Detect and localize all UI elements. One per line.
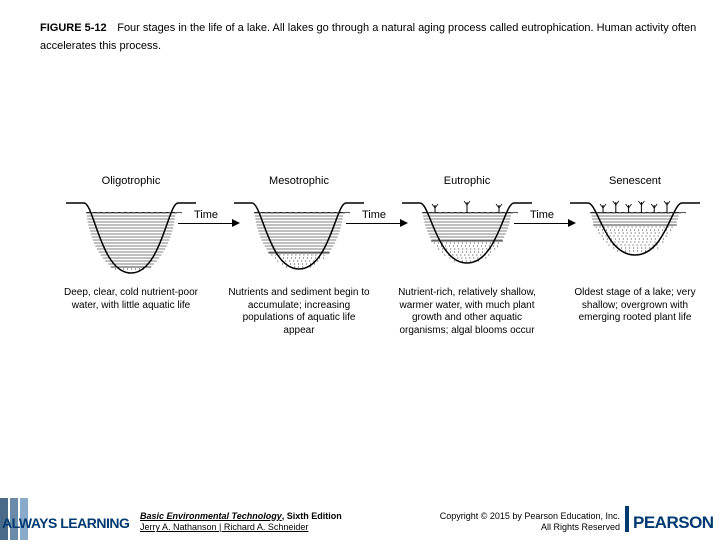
book-edition: , Sixth Edition	[282, 511, 342, 521]
stage-desc-senescent: Oldest stage of a lake; very shallow; ov…	[560, 287, 710, 325]
time-arrow-line-0	[178, 223, 234, 224]
stage-title-eutrophic: Eutrophic	[392, 175, 542, 187]
stage-senescent: Senescent Oldest stage of a lake; very s…	[560, 175, 710, 325]
time-arrow-head-1	[400, 219, 408, 227]
pearson-text: PEARSON	[633, 513, 714, 532]
time-arrow-head-0	[232, 219, 240, 227]
stage-title-senescent: Senescent	[560, 175, 710, 187]
always-learning-text: ALWAYS LEARNING	[2, 515, 130, 531]
time-arrow-line-1	[346, 223, 402, 224]
time-arrow-head-2	[568, 219, 576, 227]
time-label-2: Time	[530, 209, 554, 221]
book-authors: Jerry A. Nathanson | Richard A. Schneide…	[140, 522, 308, 532]
time-arrow-line-2	[514, 223, 570, 224]
copyright-line2: All Rights Reserved	[541, 522, 620, 532]
figure-number: FIGURE 5-12	[40, 22, 107, 34]
pearson-logo: PEARSON	[625, 498, 720, 540]
footer: ALWAYS LEARNING Basic Environmental Tech…	[0, 498, 720, 540]
book-title: Basic Environmental Technology	[140, 511, 282, 521]
stage-title-oligotrophic: Oligotrophic	[56, 175, 206, 187]
stage-desc-eutrophic: Nutrient-rich, relatively shallow, warme…	[392, 287, 542, 337]
stage-desc-mesotrophic: Nutrients and sediment begin to accumula…	[224, 287, 374, 337]
time-label-1: Time	[362, 209, 386, 221]
book-info: Basic Environmental Technology, Sixth Ed…	[140, 511, 342, 534]
figure-caption: FIGURE 5-12 Four stages in the life of a…	[40, 18, 700, 54]
always-learning-logo: ALWAYS LEARNING	[0, 498, 130, 540]
stage-oligotrophic: Oligotrophic Deep, clear, cold nutrient-…	[56, 175, 206, 312]
stage-desc-oligotrophic: Deep, clear, cold nutrient-poor water, w…	[56, 287, 206, 312]
stage-title-mesotrophic: Mesotrophic	[224, 175, 374, 187]
time-label-0: Time	[194, 209, 218, 221]
lake-stages-diagram: Oligotrophic Deep, clear, cold nutrient-…	[56, 175, 696, 375]
copyright: Copyright © 2015 by Pearson Education, I…	[440, 511, 620, 534]
stage-mesotrophic: Mesotrophic Nutrients and sediment begin…	[224, 175, 374, 337]
copyright-line1: Copyright © 2015 by Pearson Education, I…	[440, 511, 620, 521]
figure-caption-body: Four stages in the life of a lake. All l…	[40, 22, 696, 52]
stage-eutrophic: Eutrophic Nutrient-rich, relatively shal…	[392, 175, 542, 337]
